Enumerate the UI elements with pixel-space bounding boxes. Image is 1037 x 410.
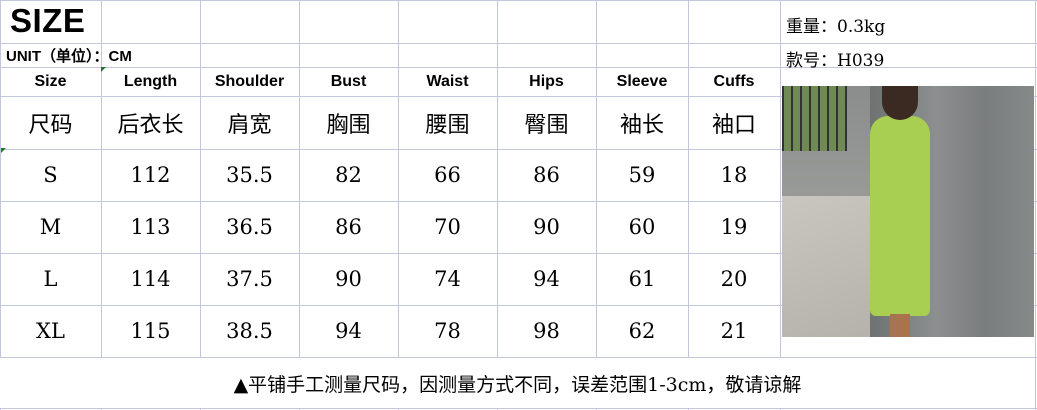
column-header-en: Shoulder xyxy=(214,72,285,90)
measurement-cell: 37.5 xyxy=(226,267,273,291)
column-header-en: Size xyxy=(34,72,67,90)
measurement-cell: 115 xyxy=(130,319,171,343)
column-header-en: Waist xyxy=(426,72,469,90)
product-photo xyxy=(782,86,1034,337)
measurement-cell: 38.5 xyxy=(226,319,273,343)
size-cell: XL xyxy=(36,319,65,343)
column-header-cn: 肩宽 xyxy=(227,112,272,138)
measurement-cell: 70 xyxy=(434,215,461,239)
measurement-cell: 66 xyxy=(434,163,461,187)
measurement-cell: 61 xyxy=(628,267,656,291)
measurement-cell: 78 xyxy=(434,319,461,343)
grid-line xyxy=(0,253,1037,254)
measurement-cell: 112 xyxy=(130,163,171,187)
size-cell: L xyxy=(43,267,58,291)
grid-line xyxy=(398,0,399,410)
cell-comment-marker xyxy=(101,67,106,72)
grid-line xyxy=(0,357,1037,358)
column-header-en: Bust xyxy=(330,72,367,90)
measurement-cell: 36.5 xyxy=(226,215,273,239)
column-header-cn: 后衣长 xyxy=(117,112,184,138)
grid-line xyxy=(596,0,597,410)
size-cell: M xyxy=(39,215,62,239)
column-header-cn: 臀围 xyxy=(524,112,569,138)
unit-label: UNIT（单位）：CM xyxy=(6,48,132,65)
measurement-cell: 82 xyxy=(335,163,362,187)
measurement-cell: 86 xyxy=(335,215,362,239)
measurement-cell: 114 xyxy=(130,267,171,291)
measurement-cell: 94 xyxy=(533,267,560,291)
grid-line xyxy=(0,0,1037,1)
measurement-cell: 60 xyxy=(628,215,656,239)
measurement-cell: 62 xyxy=(628,319,656,343)
measurement-cell: 94 xyxy=(335,319,362,343)
grid-line xyxy=(0,201,1037,202)
grid-line xyxy=(0,0,1,410)
measurement-note: ▲平铺手工测量尺码，因测量方式不同，误差范围1-3cm，敬请谅解 xyxy=(0,358,1035,408)
grid-line xyxy=(101,0,102,410)
grid-line xyxy=(780,0,781,410)
column-header-en: Length xyxy=(123,72,178,90)
grid-line xyxy=(0,43,1037,44)
grid-line xyxy=(497,0,498,410)
measurement-cell: 21 xyxy=(720,319,748,343)
column-header-en: Sleeve xyxy=(616,72,668,90)
column-header-cn: 袖长 xyxy=(619,112,664,138)
measurement-cell: 86 xyxy=(533,163,560,187)
measurement-cell: 90 xyxy=(533,215,560,239)
grid-line xyxy=(1035,0,1036,410)
column-header-cn: 尺码 xyxy=(28,112,73,138)
measurement-cell: 113 xyxy=(130,215,171,239)
grid-line xyxy=(0,408,1037,409)
column-header-cn: 袖口 xyxy=(711,112,756,138)
column-header-cn: 腰围 xyxy=(425,112,470,138)
grid-line xyxy=(0,67,1037,68)
column-header-en: Hips xyxy=(529,72,564,90)
size-cell: S xyxy=(43,163,58,187)
measurement-cell: 74 xyxy=(434,267,461,291)
measurement-cell: 19 xyxy=(720,215,748,239)
column-header-cn: 胸围 xyxy=(326,112,371,138)
grid-line xyxy=(299,0,300,410)
measurement-cell: 18 xyxy=(720,163,748,187)
weight-label: 重量：0.3kg xyxy=(786,17,886,37)
measurement-cell: 90 xyxy=(335,267,362,291)
grid-line xyxy=(0,96,1037,97)
grid-line xyxy=(0,305,1037,306)
measurement-cell: 98 xyxy=(533,319,560,343)
grid-line xyxy=(0,149,1037,150)
measurement-cell: 20 xyxy=(720,267,748,291)
style-number-label: 款号：H039 xyxy=(786,51,885,71)
cell-comment-marker xyxy=(1,148,6,153)
size-title: SIZE xyxy=(10,2,86,39)
grid-line xyxy=(688,0,689,410)
measurement-cell: 35.5 xyxy=(226,163,273,187)
measurement-cell: 59 xyxy=(628,163,656,187)
column-header-en: Cuffs xyxy=(713,72,755,90)
grid-line xyxy=(200,0,201,410)
